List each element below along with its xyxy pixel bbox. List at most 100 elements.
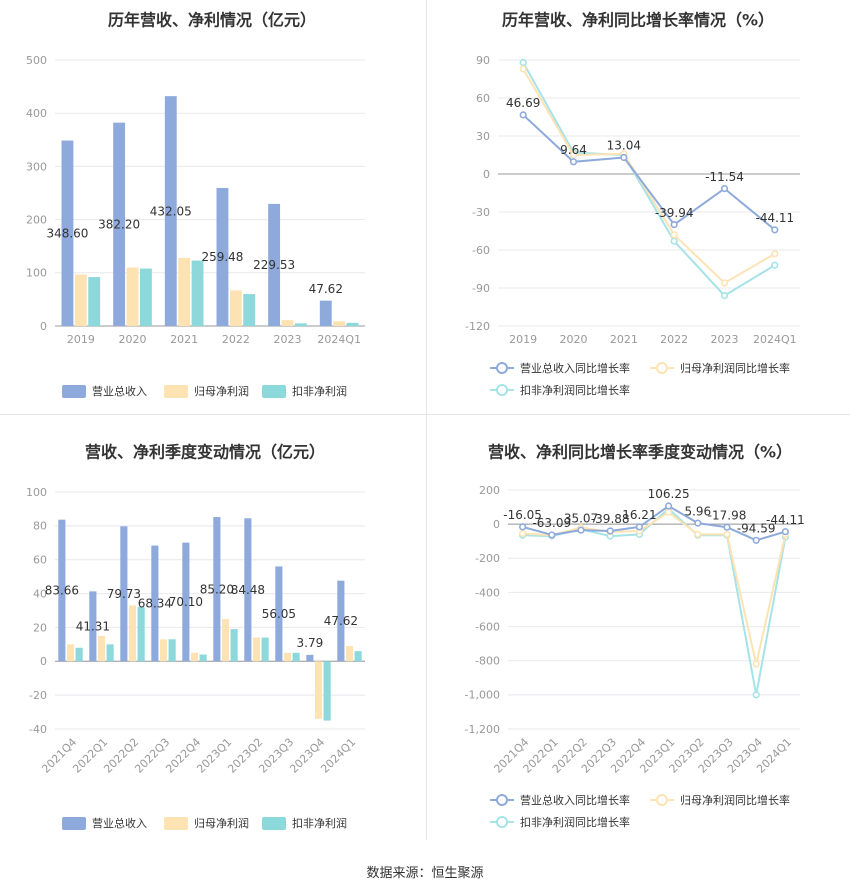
bar bbox=[337, 580, 345, 662]
chart-title: 营收、净利同比增长率季度变动情况（%） bbox=[488, 443, 792, 462]
bar bbox=[164, 96, 177, 326]
x-tick-label: 2023 bbox=[274, 333, 302, 346]
legend-marker bbox=[496, 816, 508, 828]
x-tick-label: 2022 bbox=[222, 333, 250, 346]
bar bbox=[292, 652, 300, 662]
y-tick-label: -1,000 bbox=[465, 689, 500, 702]
data-label: -44.11 bbox=[755, 211, 794, 225]
data-label: 47.62 bbox=[309, 282, 343, 296]
data-label: 3.79 bbox=[297, 636, 324, 650]
series-line bbox=[522, 68, 776, 285]
data-label: 9.64 bbox=[560, 143, 587, 157]
y-tick-label: -400 bbox=[475, 586, 500, 599]
y-tick-label: 0 bbox=[493, 518, 500, 531]
y-tick-label: 0 bbox=[40, 320, 47, 333]
y-tick-label: 200 bbox=[26, 213, 47, 226]
y-tick-label: -200 bbox=[475, 552, 500, 565]
bar bbox=[230, 629, 238, 662]
bar bbox=[159, 639, 168, 662]
data-point bbox=[519, 111, 527, 119]
bar bbox=[346, 322, 359, 326]
legend-swatch bbox=[62, 385, 86, 398]
data-point bbox=[569, 151, 578, 159]
y-tick-label: 100 bbox=[26, 486, 47, 499]
legend-swatch bbox=[164, 385, 188, 398]
data-label: 70.10 bbox=[169, 595, 203, 609]
x-tick-label: 2021 bbox=[170, 333, 198, 346]
data-label: 106.25 bbox=[648, 487, 690, 501]
y-tick-label: 60 bbox=[33, 554, 47, 567]
data-label: 16.21 bbox=[622, 508, 656, 522]
series-line bbox=[522, 504, 786, 542]
legend-label: 归母净利润同比增长率 bbox=[680, 793, 790, 807]
bar bbox=[268, 203, 281, 326]
chart-title: 营收、净利季度变动情况（亿元） bbox=[85, 443, 325, 462]
bar bbox=[252, 637, 261, 662]
bar bbox=[221, 618, 230, 662]
y-tick-label: -60 bbox=[472, 244, 490, 257]
bar bbox=[97, 635, 106, 662]
data-label: 68.34 bbox=[138, 597, 172, 611]
bar bbox=[275, 566, 283, 662]
data-label: 432.05 bbox=[150, 204, 192, 218]
data-label: 47.62 bbox=[324, 614, 358, 628]
data-point bbox=[635, 523, 644, 531]
bar bbox=[113, 122, 126, 326]
data-point bbox=[771, 261, 779, 269]
y-tick-label: 300 bbox=[26, 160, 47, 173]
y-tick-label: -20 bbox=[29, 689, 47, 702]
bar bbox=[281, 320, 294, 326]
y-tick-label: 40 bbox=[33, 587, 47, 600]
data-label: 84.48 bbox=[231, 583, 265, 597]
bar bbox=[126, 267, 139, 326]
y-tick-label: 0 bbox=[483, 168, 490, 181]
data-label: 85.20 bbox=[200, 582, 234, 596]
data-point bbox=[723, 530, 731, 538]
data-label: 13.04 bbox=[607, 139, 641, 153]
data-label: 56.05 bbox=[262, 607, 296, 621]
series-line bbox=[522, 62, 776, 297]
y-tick-label: -40 bbox=[29, 723, 47, 736]
legend-marker bbox=[656, 362, 668, 374]
data-label: 382.20 bbox=[98, 218, 140, 232]
x-tick-label: 2023 bbox=[711, 333, 739, 346]
y-tick-label: 60 bbox=[476, 92, 490, 105]
data-point bbox=[694, 519, 702, 527]
data-point bbox=[670, 231, 678, 239]
bar bbox=[74, 274, 87, 326]
legend-swatch bbox=[164, 817, 188, 830]
data-point bbox=[519, 58, 527, 67]
y-tick-label: 30 bbox=[476, 130, 490, 143]
data-label: 46.69 bbox=[506, 96, 540, 110]
legend-label: 归母净利润 bbox=[194, 384, 249, 398]
data-point bbox=[670, 237, 678, 245]
bar bbox=[333, 321, 346, 326]
x-tick-label: 2020 bbox=[119, 333, 147, 346]
data-label: 35.07 bbox=[564, 511, 598, 525]
legend-label: 归母净利润 bbox=[194, 816, 249, 830]
bar bbox=[283, 652, 292, 662]
y-tick-label: -600 bbox=[475, 620, 500, 633]
x-tick-label: 2019 bbox=[67, 333, 95, 346]
bar bbox=[120, 526, 128, 662]
bar bbox=[314, 661, 323, 719]
chart-title: 历年营收、净利情况（亿元） bbox=[108, 11, 316, 30]
x-tick-label: 2022 bbox=[660, 333, 688, 346]
y-tick-label: 90 bbox=[476, 54, 490, 67]
data-point bbox=[723, 523, 731, 531]
legend-swatch bbox=[262, 817, 286, 830]
y-tick-label: 0 bbox=[40, 655, 47, 668]
data-point bbox=[577, 526, 585, 534]
series-line bbox=[522, 114, 776, 231]
legend-swatch bbox=[62, 817, 86, 830]
data-label: -39.88 bbox=[591, 512, 630, 526]
legend-label: 扣非净利润 bbox=[292, 816, 347, 830]
y-tick-label: 100 bbox=[26, 267, 47, 280]
data-point bbox=[771, 226, 779, 234]
data-point bbox=[670, 220, 678, 229]
y-tick-label: -90 bbox=[472, 282, 490, 295]
x-tick-label: 2024Q1 bbox=[318, 736, 358, 776]
x-tick-label: 2024Q1 bbox=[317, 333, 361, 346]
y-tick-label: -1,200 bbox=[465, 723, 500, 736]
data-point bbox=[752, 660, 760, 668]
